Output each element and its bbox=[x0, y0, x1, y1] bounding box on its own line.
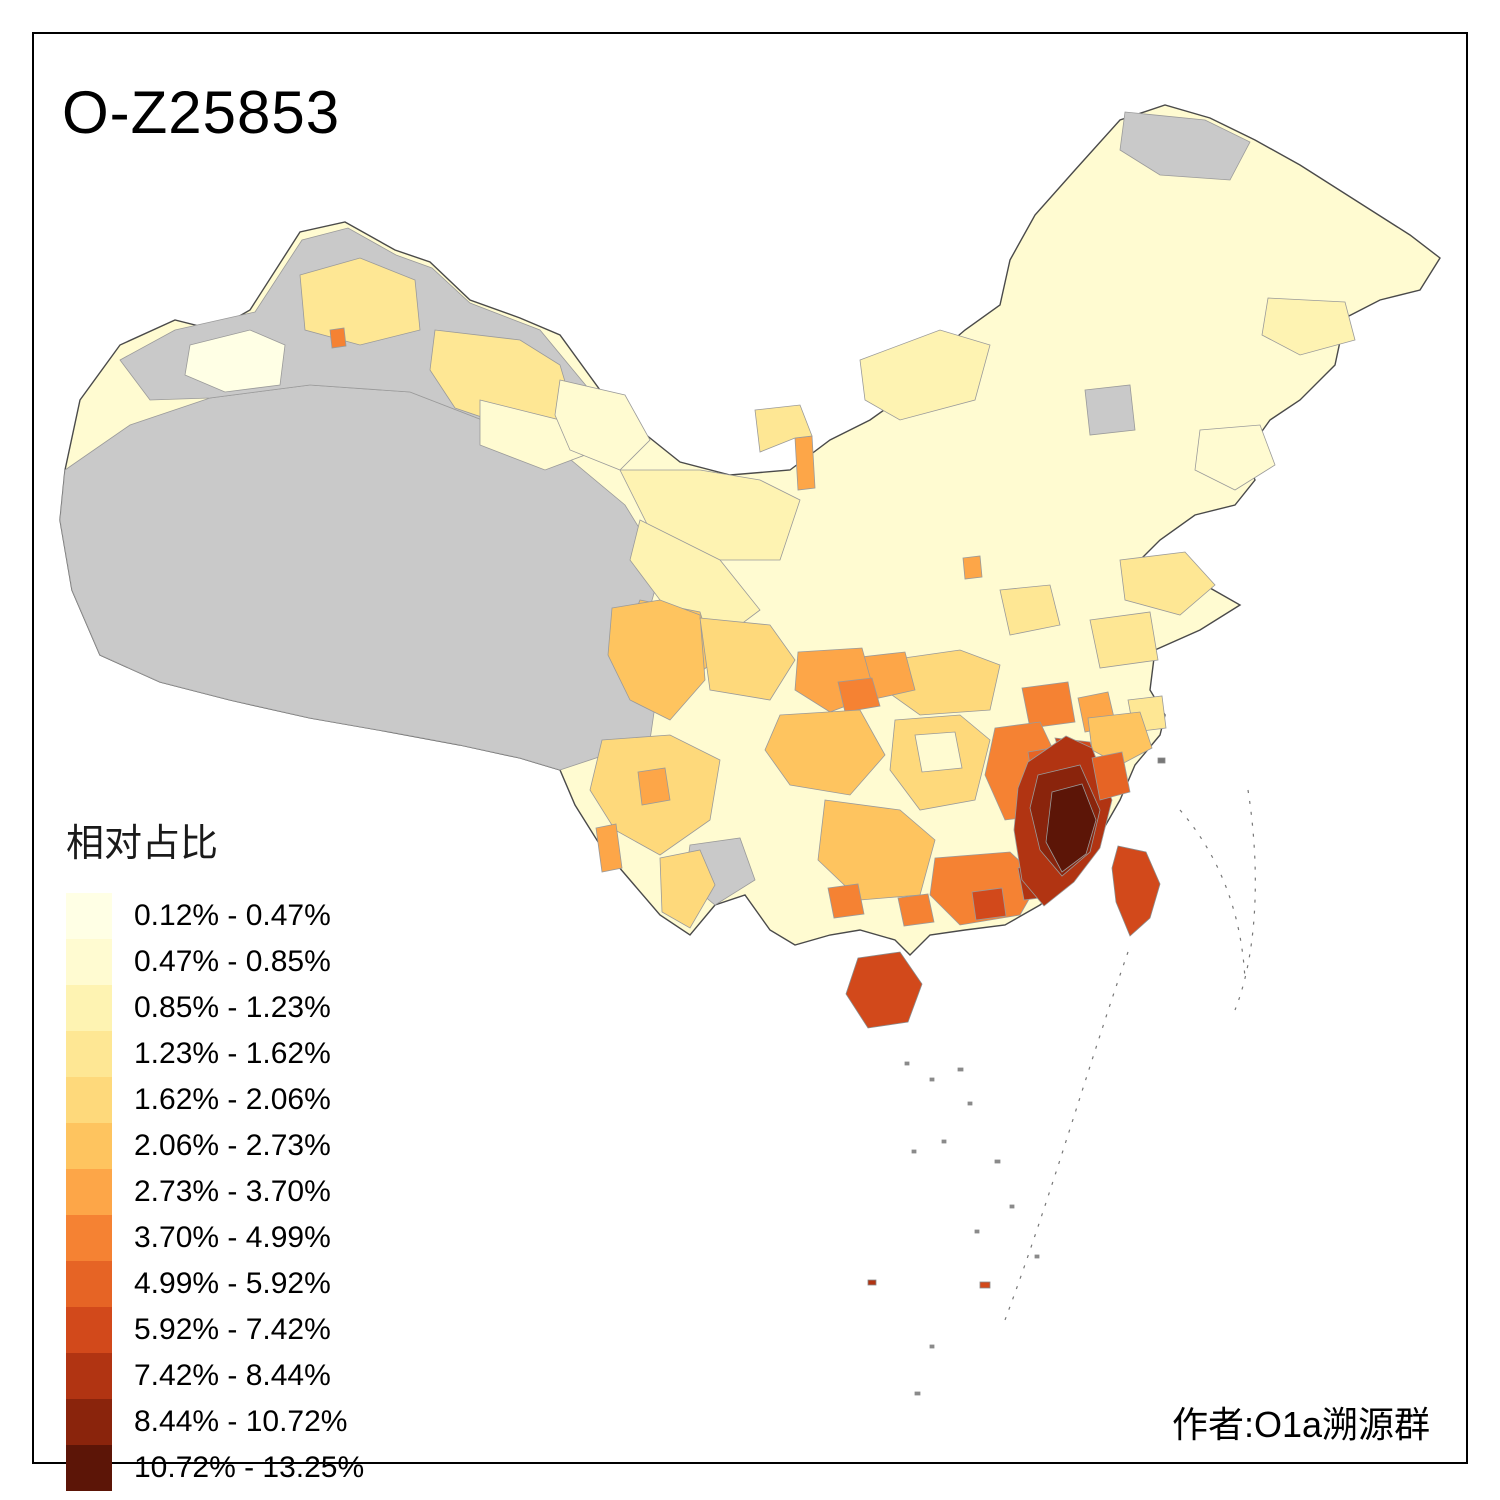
legend-label: 3.70% - 4.99% bbox=[134, 1221, 331, 1254]
region-chongqing-se bbox=[837, 677, 881, 713]
region-turpan bbox=[479, 399, 586, 471]
legend-swatch bbox=[66, 893, 112, 939]
legend-label: 8.44% - 10.72% bbox=[134, 1405, 348, 1438]
legend-row: 2.06% - 2.73% bbox=[66, 1123, 364, 1169]
islet-scs-2 bbox=[929, 1077, 935, 1082]
region-pearl-delta bbox=[971, 887, 1007, 921]
region-yunnan-south bbox=[659, 849, 716, 929]
region-fujian-core bbox=[1045, 783, 1097, 873]
legend-label: 4.99% - 5.92% bbox=[134, 1267, 331, 1300]
islet-scs-11 bbox=[929, 1344, 935, 1349]
legend-label: 0.12% - 0.47% bbox=[134, 899, 331, 932]
choropleth-patches bbox=[184, 257, 1356, 929]
region-south-zhejiang bbox=[1091, 751, 1131, 801]
legend-swatch bbox=[66, 939, 112, 985]
legend-label: 2.73% - 3.70% bbox=[134, 1175, 331, 1208]
legend-swatch bbox=[66, 1307, 112, 1353]
legend-row: 2.73% - 3.70% bbox=[66, 1169, 364, 1215]
region-heilongjiang-north-nodata bbox=[1119, 111, 1251, 181]
islet-scs-6 bbox=[911, 1149, 917, 1154]
legend-row: 7.42% - 8.44% bbox=[66, 1353, 364, 1399]
region-guizhou bbox=[764, 709, 886, 796]
legend-row: 0.85% - 1.23% bbox=[66, 985, 364, 1031]
region-hainan bbox=[845, 951, 923, 1029]
legend-row: 1.62% - 2.06% bbox=[66, 1077, 364, 1123]
legend-swatch bbox=[66, 1445, 112, 1491]
legend-row: 4.99% - 5.92% bbox=[66, 1261, 364, 1307]
region-baotou bbox=[859, 329, 991, 421]
islet-scs-9 bbox=[974, 1229, 980, 1234]
islet-scs-7 bbox=[994, 1159, 1001, 1164]
map-title: O-Z25853 bbox=[62, 79, 341, 146]
region-west-sichuan bbox=[607, 599, 706, 721]
region-yunnan-spot bbox=[637, 767, 671, 806]
region-se-hubei bbox=[1021, 681, 1076, 729]
legend-swatch bbox=[66, 1169, 112, 1215]
islet-xisha bbox=[867, 1279, 877, 1286]
legend-label: 1.62% - 2.06% bbox=[134, 1083, 331, 1116]
legend-title: 相对占比 bbox=[66, 823, 219, 865]
region-hunan-pale bbox=[914, 731, 963, 773]
plot-frame bbox=[32, 32, 1468, 1464]
region-tacheng bbox=[184, 329, 286, 393]
islet-scs-8 bbox=[1009, 1204, 1015, 1209]
legend-label: 2.06% - 2.73% bbox=[134, 1129, 331, 1162]
legend-row: 0.47% - 0.85% bbox=[66, 939, 364, 985]
legend-swatch bbox=[66, 985, 112, 1031]
region-urumqi bbox=[329, 327, 347, 349]
islet-scs-3 bbox=[957, 1067, 964, 1072]
region-guangxi-sw bbox=[827, 883, 865, 919]
region-yunnan-west-strip bbox=[595, 823, 623, 873]
region-bayannur bbox=[754, 404, 813, 453]
region-guangdong bbox=[929, 851, 1041, 926]
legend-label: 7.42% - 8.44% bbox=[134, 1359, 331, 1392]
islands bbox=[845, 757, 1166, 1396]
region-jiangsu-coast bbox=[1089, 611, 1159, 669]
islet-zhoushan bbox=[1157, 757, 1166, 764]
region-jilin-east bbox=[1261, 297, 1356, 356]
region-ningxia-strip bbox=[794, 435, 816, 491]
legend-row: 1.23% - 1.62% bbox=[66, 1031, 364, 1077]
legend-row: 3.70% - 4.99% bbox=[66, 1215, 364, 1261]
legend-swatch bbox=[66, 1261, 112, 1307]
legend-label: 0.85% - 1.23% bbox=[134, 991, 331, 1024]
islet-scs-5 bbox=[941, 1139, 947, 1144]
region-hebei-north-nodata bbox=[1084, 384, 1136, 436]
legend-swatch bbox=[66, 1215, 112, 1261]
legend-row: 5.92% - 7.42% bbox=[66, 1307, 364, 1353]
legend-swatch bbox=[66, 1031, 112, 1077]
dash-line-south-china-sea bbox=[1004, 951, 1129, 1321]
region-henan-spot bbox=[999, 584, 1061, 636]
islet-scs-1 bbox=[904, 1061, 910, 1066]
legend-swatch bbox=[66, 1353, 112, 1399]
region-sichuan-basin bbox=[699, 617, 796, 701]
islet-dongsha bbox=[979, 1281, 991, 1289]
legend-label: 0.47% - 0.85% bbox=[134, 945, 331, 978]
region-taiwan bbox=[1111, 845, 1161, 937]
legend-swatch bbox=[66, 1123, 112, 1169]
region-guangxi-se bbox=[897, 893, 935, 927]
legend-row: 10.72% - 13.25% bbox=[66, 1445, 364, 1491]
legend-label: 5.92% - 7.42% bbox=[134, 1313, 331, 1346]
legend-swatch bbox=[66, 1077, 112, 1123]
author-credit: 作者:O1a溯源群 bbox=[1171, 1404, 1430, 1445]
region-liaoning bbox=[1194, 424, 1276, 491]
region-altay bbox=[299, 257, 421, 346]
legend-row: 0.12% - 0.47% bbox=[66, 893, 364, 939]
islet-scs-12 bbox=[914, 1391, 921, 1396]
dash-line-east-of-taiwan bbox=[1234, 789, 1256, 1011]
sea-dash-lines bbox=[1004, 789, 1256, 1321]
legend-label: 10.72% - 13.25% bbox=[134, 1451, 365, 1484]
legend-swatch bbox=[66, 1399, 112, 1445]
islet-scs-10 bbox=[1034, 1254, 1040, 1259]
region-shanxi-spot bbox=[962, 555, 983, 580]
dash-line-ryukyu bbox=[1179, 809, 1246, 981]
legend-row: 8.44% - 10.72% bbox=[66, 1399, 364, 1445]
legend: 相对占比 0.12% - 0.47% 0.47% - 0.85% 0.85% -… bbox=[66, 812, 364, 1491]
islet-scs-4 bbox=[967, 1101, 973, 1106]
legend-label: 1.23% - 1.62% bbox=[134, 1037, 331, 1070]
region-shandong bbox=[1119, 551, 1216, 616]
